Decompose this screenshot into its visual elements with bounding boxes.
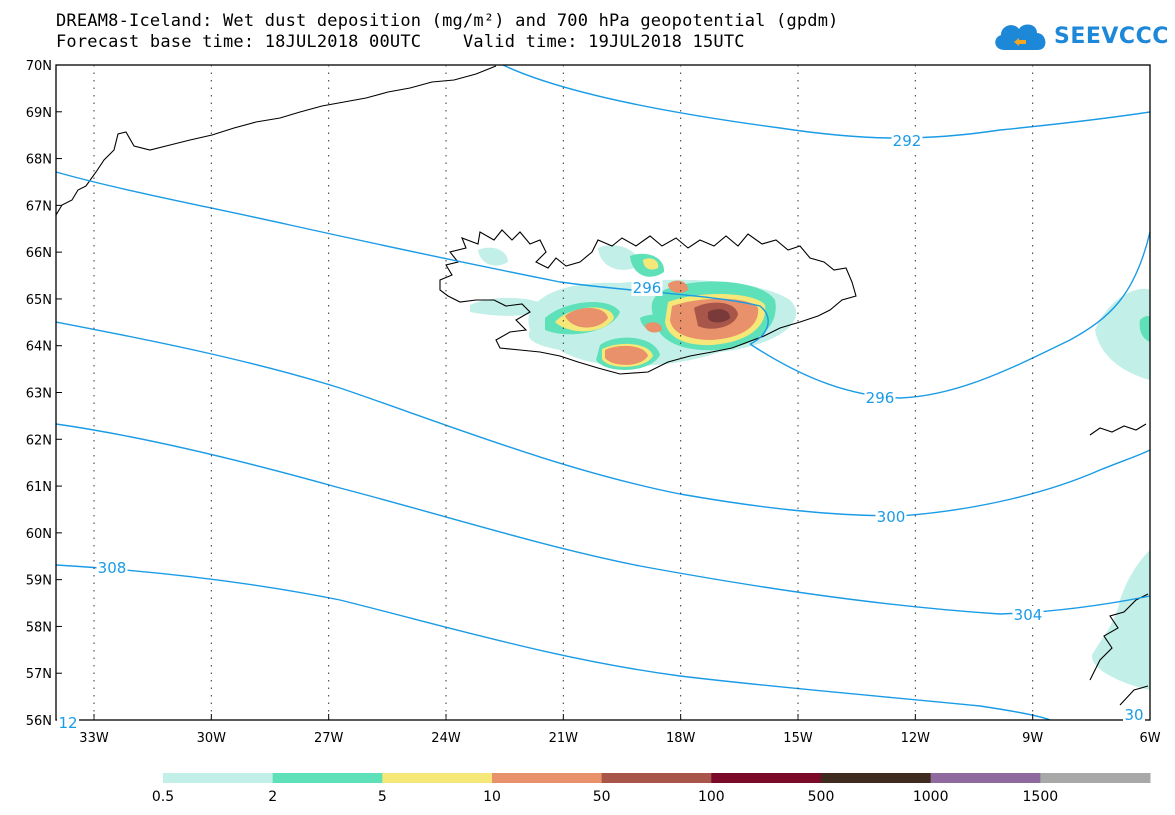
contour-label-bg bbox=[57, 714, 79, 731]
lon-label: 33W bbox=[79, 731, 109, 746]
lat-label: 57N bbox=[26, 667, 52, 682]
latitude-labels: 70N 69N 68N 67N 66N 65N 64N 63N 62N 61N 60N 59N 58N 5… bbox=[26, 59, 52, 729]
legend-label: 2 bbox=[268, 789, 277, 805]
lat-label: 65N bbox=[26, 293, 52, 308]
legend-label: 1500 bbox=[1023, 789, 1059, 805]
lon-label: 18W bbox=[666, 731, 696, 746]
legend-swatch bbox=[821, 773, 932, 783]
map-title-line1: DREAM8-Iceland: Wet dust deposition (mg/… bbox=[56, 11, 839, 31]
longitude-labels: 33W 30W 27W 24W 21W 18W 15W 12W 9W 6W bbox=[79, 731, 1160, 746]
contour-label-bg bbox=[891, 132, 923, 149]
lon-label: 15W bbox=[783, 731, 813, 746]
lon-label: 12W bbox=[901, 731, 931, 746]
lat-label: 56N bbox=[26, 714, 52, 729]
dust-deposition-shading bbox=[470, 245, 1150, 690]
seevccc-logo: SEEVCCC bbox=[992, 18, 1169, 54]
geopotential-contours bbox=[55, 64, 1151, 721]
map-title-line2: Forecast base time: 18JUL2018 00UTC Vali… bbox=[56, 32, 745, 52]
lat-label: 61N bbox=[26, 480, 52, 495]
contour-label: 30 bbox=[1124, 706, 1143, 724]
legend-swatch bbox=[382, 773, 493, 783]
contour-label-bg bbox=[875, 508, 907, 525]
contour-label-bg bbox=[864, 389, 896, 406]
coastline-iceland bbox=[439, 229, 857, 375]
contour-label-bg bbox=[96, 559, 128, 576]
lon-label: 30W bbox=[197, 731, 227, 746]
coastline-scotland bbox=[1089, 593, 1149, 706]
coastline-faroe bbox=[1089, 423, 1147, 436]
lat-label: 70N bbox=[26, 59, 52, 74]
contour-292 bbox=[502, 64, 1151, 139]
graticule bbox=[56, 64, 1151, 721]
lon-label: 9W bbox=[1022, 731, 1043, 746]
legend-swatch bbox=[930, 773, 1041, 783]
lat-label: 60N bbox=[26, 527, 52, 542]
contour-label: 300 bbox=[877, 508, 906, 526]
color-legend: 0.5 2 5 10 50 100 500 1000 1500 bbox=[152, 773, 1151, 805]
legend-swatch bbox=[163, 773, 274, 783]
lat-label: 63N bbox=[26, 387, 52, 402]
legend-label: 1000 bbox=[913, 789, 949, 805]
lon-label: 6W bbox=[1139, 731, 1160, 746]
coastline-greenland bbox=[55, 65, 497, 216]
contour-296-north bbox=[55, 171, 769, 345]
lat-label: 66N bbox=[26, 246, 52, 261]
lat-label: 58N bbox=[26, 620, 52, 635]
lon-label: 27W bbox=[314, 731, 344, 746]
contour-label: 296 bbox=[866, 389, 895, 407]
contour-label: 308 bbox=[98, 559, 127, 577]
contour-304 bbox=[55, 423, 1151, 615]
legend-label: 10 bbox=[483, 789, 501, 805]
legend-swatch bbox=[492, 773, 603, 783]
lat-label: 68N bbox=[26, 153, 52, 168]
legend-label: 0.5 bbox=[152, 789, 174, 805]
cloud-logo-icon bbox=[995, 24, 1046, 50]
lon-label: 24W bbox=[431, 731, 461, 746]
coastlines bbox=[55, 65, 1149, 706]
legend-label: 500 bbox=[808, 789, 835, 805]
contour-label: 304 bbox=[1014, 606, 1043, 624]
lat-label: 62N bbox=[26, 433, 52, 448]
contour-label: 12 bbox=[58, 714, 77, 732]
contour-label: 292 bbox=[893, 132, 922, 150]
legend-swatch bbox=[711, 773, 822, 783]
contour-296-south bbox=[749, 231, 1151, 399]
contour-label: 296 bbox=[633, 279, 662, 297]
lat-label: 67N bbox=[26, 199, 52, 214]
lat-label: 69N bbox=[26, 106, 52, 121]
legend-swatch bbox=[272, 773, 383, 783]
contour-label-bg bbox=[631, 279, 663, 296]
map-frame bbox=[55, 64, 1151, 721]
logo-text: SEEVCCC bbox=[1054, 23, 1169, 49]
lat-label: 64N bbox=[26, 340, 52, 355]
legend-label: 50 bbox=[593, 789, 611, 805]
legend-swatch bbox=[1040, 773, 1151, 783]
legend-swatch bbox=[601, 773, 712, 783]
legend-label: 100 bbox=[698, 789, 725, 805]
contour-308 bbox=[55, 564, 1051, 721]
contour-label-bg bbox=[1012, 606, 1044, 623]
contour-labels: 292 296 296 300 304 308 30 12 bbox=[57, 132, 1145, 732]
contour-label-bg bbox=[1123, 706, 1145, 723]
legend-label: 5 bbox=[378, 789, 387, 805]
lat-label: 59N bbox=[26, 574, 52, 589]
lon-label: 21W bbox=[549, 731, 579, 746]
contour-300 bbox=[55, 321, 1151, 517]
